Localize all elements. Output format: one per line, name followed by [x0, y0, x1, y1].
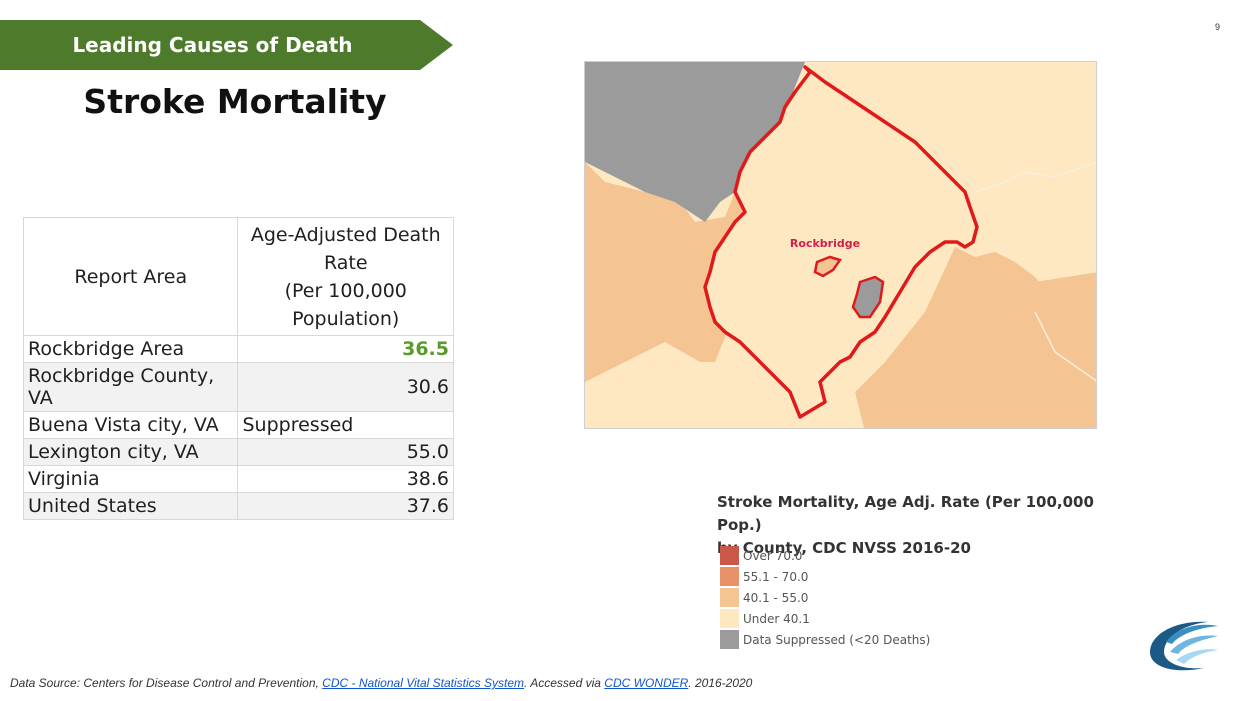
map-label: Rockbridge: [790, 237, 860, 250]
table-header-row: Report Area Age-Adjusted Death Rate (Per…: [22, 217, 454, 336]
map-legend: Over 70.0 55.1 - 70.0 40.1 - 55.0 Under …: [720, 545, 930, 650]
table-row: United States 37.6: [22, 492, 454, 520]
source-suffix: . 2016-2020: [688, 676, 753, 690]
row-value: 37.6: [237, 492, 454, 520]
table-row: Virginia 38.6: [22, 465, 454, 493]
legend-swatch: [720, 630, 739, 649]
header-line: Age-Adjusted Death: [250, 223, 441, 246]
legend-title-line: Stroke Mortality, Age Adj. Rate (Per 100…: [717, 493, 1094, 534]
row-area: Rockbridge County, VA: [22, 362, 239, 412]
map-border-line: [974, 161, 1096, 193]
map-region-southeast: [855, 247, 1096, 428]
legend-item: Data Suppressed (<20 Deaths): [720, 629, 930, 650]
row-value: 36.5: [237, 335, 454, 363]
map-svg: Rockbridge: [585, 62, 1096, 428]
table-row: Lexington city, VA 55.0: [22, 438, 454, 466]
map-city-buena-vista: [851, 275, 885, 319]
legend-swatch: [720, 588, 739, 607]
row-area: United States: [22, 492, 239, 520]
row-value: Suppressed: [237, 411, 454, 439]
organization-logo-icon: [1146, 612, 1220, 674]
map-region-west-inner: [585, 192, 675, 322]
legend-item: Under 40.1: [720, 608, 930, 629]
row-value: 55.0: [237, 438, 454, 466]
nvss-link[interactable]: CDC - National Vital Statistics System: [322, 676, 525, 690]
legend-swatch: [720, 609, 739, 628]
legend-title: Stroke Mortality, Age Adj. Rate (Per 100…: [717, 491, 1137, 560]
legend-swatch: [720, 546, 739, 565]
table-row: Rockbridge Area 36.5: [22, 335, 454, 363]
row-area: Lexington city, VA: [22, 438, 239, 466]
legend-label: 55.1 - 70.0: [743, 569, 809, 584]
source-prefix: Data Source: Centers for Disease Control…: [10, 676, 323, 690]
row-value: 38.6: [237, 465, 454, 493]
row-area: Rockbridge Area: [22, 335, 239, 363]
table-row: Rockbridge County, VA 30.6: [22, 362, 454, 412]
table-row: Buena Vista city, VA Suppressed: [22, 411, 454, 439]
map-region-suppressed: [585, 62, 805, 222]
legend-label: Over 70.0: [743, 548, 803, 563]
legend-item: 40.1 - 55.0: [720, 587, 930, 608]
legend-item: Over 70.0: [720, 545, 930, 566]
legend-item: 55.1 - 70.0: [720, 566, 930, 587]
legend-title-line: by County, CDC NVSS 2016-20: [717, 539, 971, 557]
map-region-east-strip: [1035, 272, 1096, 341]
rockbridge-outline: [703, 65, 979, 419]
header-line: (Per 100,000: [284, 279, 407, 302]
header-death-rate: Age-Adjusted Death Rate (Per 100,000 Pop…: [237, 217, 454, 336]
row-area: Virginia: [22, 465, 239, 493]
source-middle: . Accessed via: [524, 676, 605, 690]
banner-arrow-shape: [0, 20, 453, 70]
county-map: Rockbridge: [584, 61, 1097, 429]
mortality-table: Report Area Age-Adjusted Death Rate (Per…: [22, 217, 454, 520]
row-area: Buena Vista city, VA: [22, 411, 239, 439]
header-report-area: Report Area: [22, 217, 239, 336]
legend-label: 40.1 - 55.0: [743, 590, 809, 605]
header-line: Rate: [323, 251, 368, 274]
legend-label: Data Suppressed (<20 Deaths): [743, 632, 931, 647]
page-number: 9: [1214, 22, 1220, 32]
data-source-note: Data Source: Centers for Disease Control…: [10, 676, 752, 690]
page-title: Stroke Mortality: [83, 82, 387, 121]
legend-swatch: [720, 567, 739, 586]
cdc-wonder-link[interactable]: CDC WONDER: [604, 676, 689, 690]
section-banner: Leading Causes of Death: [0, 20, 453, 70]
map-city-lexington: [813, 255, 843, 278]
map-border-line: [1034, 311, 1096, 382]
header-line: Population): [292, 307, 400, 330]
row-value: 30.6: [237, 362, 454, 412]
banner-label: Leading Causes of Death: [72, 33, 353, 57]
legend-label: Under 40.1: [743, 611, 810, 626]
